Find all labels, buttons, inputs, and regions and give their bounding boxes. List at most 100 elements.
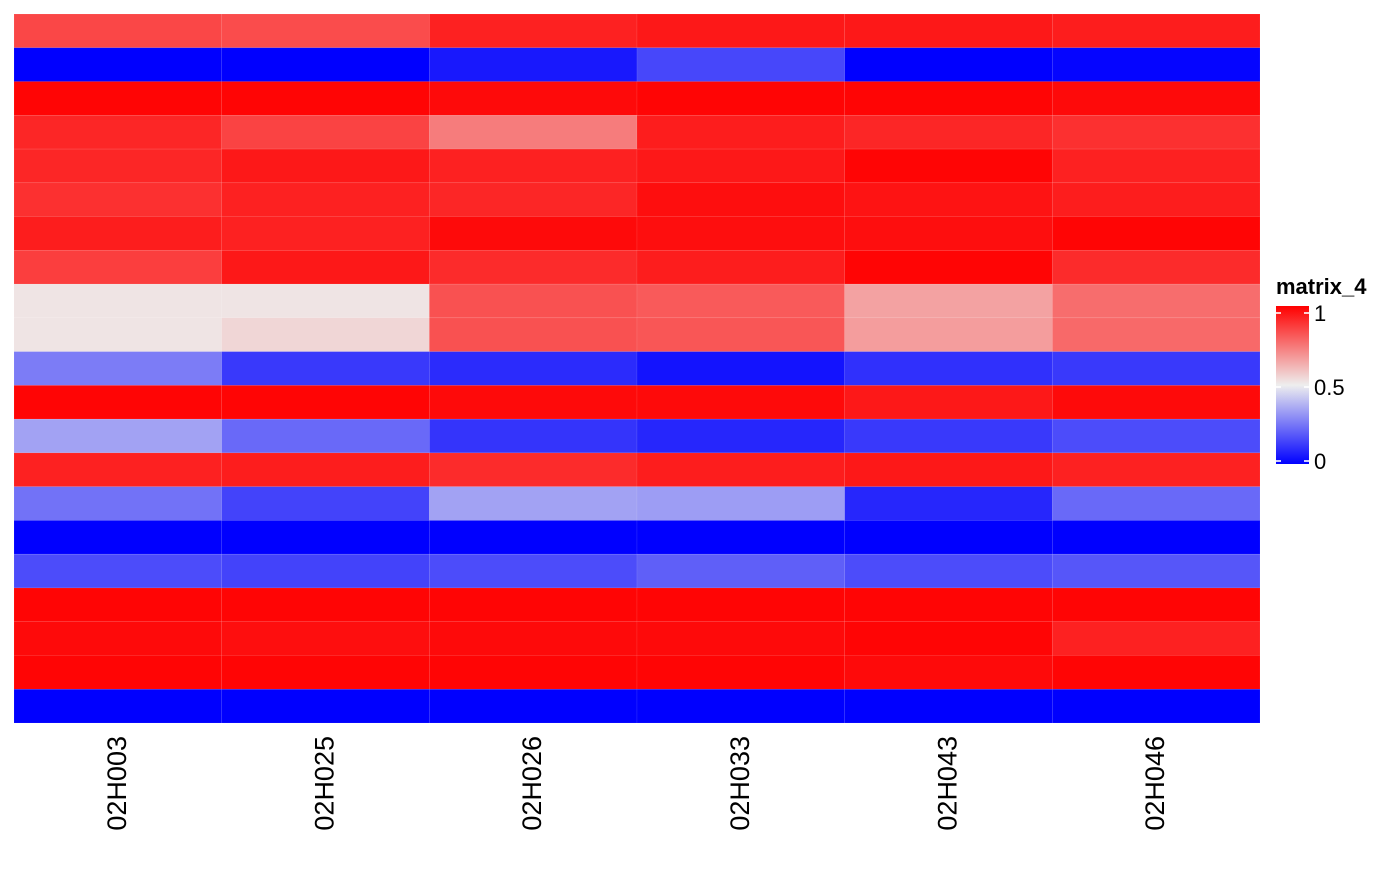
heatmap-cell xyxy=(636,317,845,352)
heatmap-cell xyxy=(1052,283,1261,319)
column-label: 02H003 xyxy=(102,736,132,831)
heatmap-cell xyxy=(636,520,845,555)
heatmap-cell xyxy=(13,114,222,150)
heatmap-cell xyxy=(1052,47,1261,82)
heatmap-cell xyxy=(1052,688,1261,724)
heatmap-cell xyxy=(636,587,845,623)
legend-tick-label: 0.5 xyxy=(1314,375,1345,400)
heatmap-cell xyxy=(221,553,430,589)
heatmap-cell xyxy=(429,418,638,454)
heatmap-cell xyxy=(636,553,845,589)
heatmap-cell xyxy=(636,351,845,386)
heatmap-cell xyxy=(13,520,222,555)
heatmap-cell xyxy=(844,216,1053,251)
heatmap-cell xyxy=(429,216,638,251)
heatmap-cell xyxy=(636,418,845,454)
legend-tick-label: 1 xyxy=(1314,301,1326,326)
heatmap-cell xyxy=(13,351,222,386)
heatmap-cell xyxy=(429,351,638,386)
heatmap-cell xyxy=(13,587,222,623)
heatmap-cell xyxy=(429,385,638,420)
heatmap-cell xyxy=(636,216,845,251)
heatmap-cell xyxy=(844,81,1053,116)
legend-colorbar xyxy=(1276,306,1309,464)
heatmap-cell xyxy=(1052,452,1261,487)
heatmap-cell xyxy=(636,182,845,217)
heatmap-cell xyxy=(1052,250,1261,285)
heatmap-cell xyxy=(13,148,222,184)
heatmap-cell xyxy=(429,688,638,724)
heatmap-cell xyxy=(429,47,638,82)
heatmap-cell xyxy=(1052,385,1261,420)
heatmap-cell xyxy=(429,452,638,487)
heatmap-cell xyxy=(13,452,222,487)
heatmap-cell xyxy=(844,182,1053,217)
heatmap-cell xyxy=(13,216,222,251)
heatmap-cell xyxy=(636,486,845,521)
heatmap-cell xyxy=(844,452,1053,487)
heatmap-cell xyxy=(429,520,638,555)
heatmap-cell xyxy=(429,13,638,49)
heatmap-cell xyxy=(636,283,845,319)
heatmap-cell xyxy=(1052,621,1261,656)
heatmap-cell xyxy=(13,283,222,319)
heatmap-cell xyxy=(221,452,430,487)
heatmap-cell xyxy=(844,47,1053,82)
heatmap-cell xyxy=(844,553,1053,589)
legend-ticks: 10.50 xyxy=(1276,301,1345,474)
heatmap-cell xyxy=(636,81,845,116)
heatmap-cell xyxy=(1052,655,1261,690)
heatmap-cell xyxy=(1052,148,1261,184)
heatmap-cell xyxy=(221,148,430,184)
heatmap-cell xyxy=(1052,13,1261,49)
heatmap-cell xyxy=(221,486,430,521)
heatmap-cell xyxy=(221,418,430,454)
heatmap-cell xyxy=(221,283,430,319)
heatmap-cell xyxy=(429,283,638,319)
heatmap-cell xyxy=(1052,520,1261,555)
heatmap-cell xyxy=(221,182,430,217)
heatmap-cell xyxy=(429,317,638,352)
heatmap-cell xyxy=(429,182,638,217)
heatmap-cell xyxy=(1052,114,1261,150)
heatmap-cell xyxy=(636,688,845,724)
heatmap-cell xyxy=(429,148,638,184)
heatmap-cell xyxy=(844,520,1053,555)
heatmap-cell xyxy=(1052,486,1261,521)
heatmap-cell xyxy=(1052,317,1261,352)
heatmap-cell xyxy=(13,81,222,116)
heatmap-cell xyxy=(636,13,845,49)
heatmap-cell xyxy=(1052,81,1261,116)
heatmap-cell xyxy=(429,250,638,285)
heatmap-cell xyxy=(844,655,1053,690)
heatmap-cell xyxy=(13,317,222,352)
heatmap-cell xyxy=(221,114,430,150)
heatmap-cell xyxy=(221,587,430,623)
heatmap-cell xyxy=(13,385,222,420)
heatmap-cell xyxy=(13,486,222,521)
heatmap-cell xyxy=(844,385,1053,420)
column-label: 02H033 xyxy=(725,736,755,831)
heatmap-cell xyxy=(636,452,845,487)
heatmap-cell xyxy=(1052,587,1261,623)
legend-tick-label: 0 xyxy=(1314,449,1326,474)
heatmap-cell xyxy=(844,148,1053,184)
column-label: 02H043 xyxy=(933,736,963,831)
heatmap-cell xyxy=(844,621,1053,656)
heatmap-cell xyxy=(844,418,1053,454)
heatmap-cell xyxy=(1052,216,1261,251)
heatmap-cell xyxy=(844,317,1053,352)
heatmap-cell xyxy=(13,621,222,656)
heatmap-cell xyxy=(844,688,1053,724)
heatmap-cell xyxy=(1052,553,1261,589)
heatmap-cell xyxy=(13,250,222,285)
heatmap-cell xyxy=(429,553,638,589)
heatmap-cell xyxy=(844,486,1053,521)
heatmap-cell xyxy=(221,81,430,116)
heatmap-cell xyxy=(221,385,430,420)
heatmap-cell xyxy=(429,114,638,150)
heatmap-cells xyxy=(13,13,1261,724)
heatmap-cell xyxy=(636,47,845,82)
